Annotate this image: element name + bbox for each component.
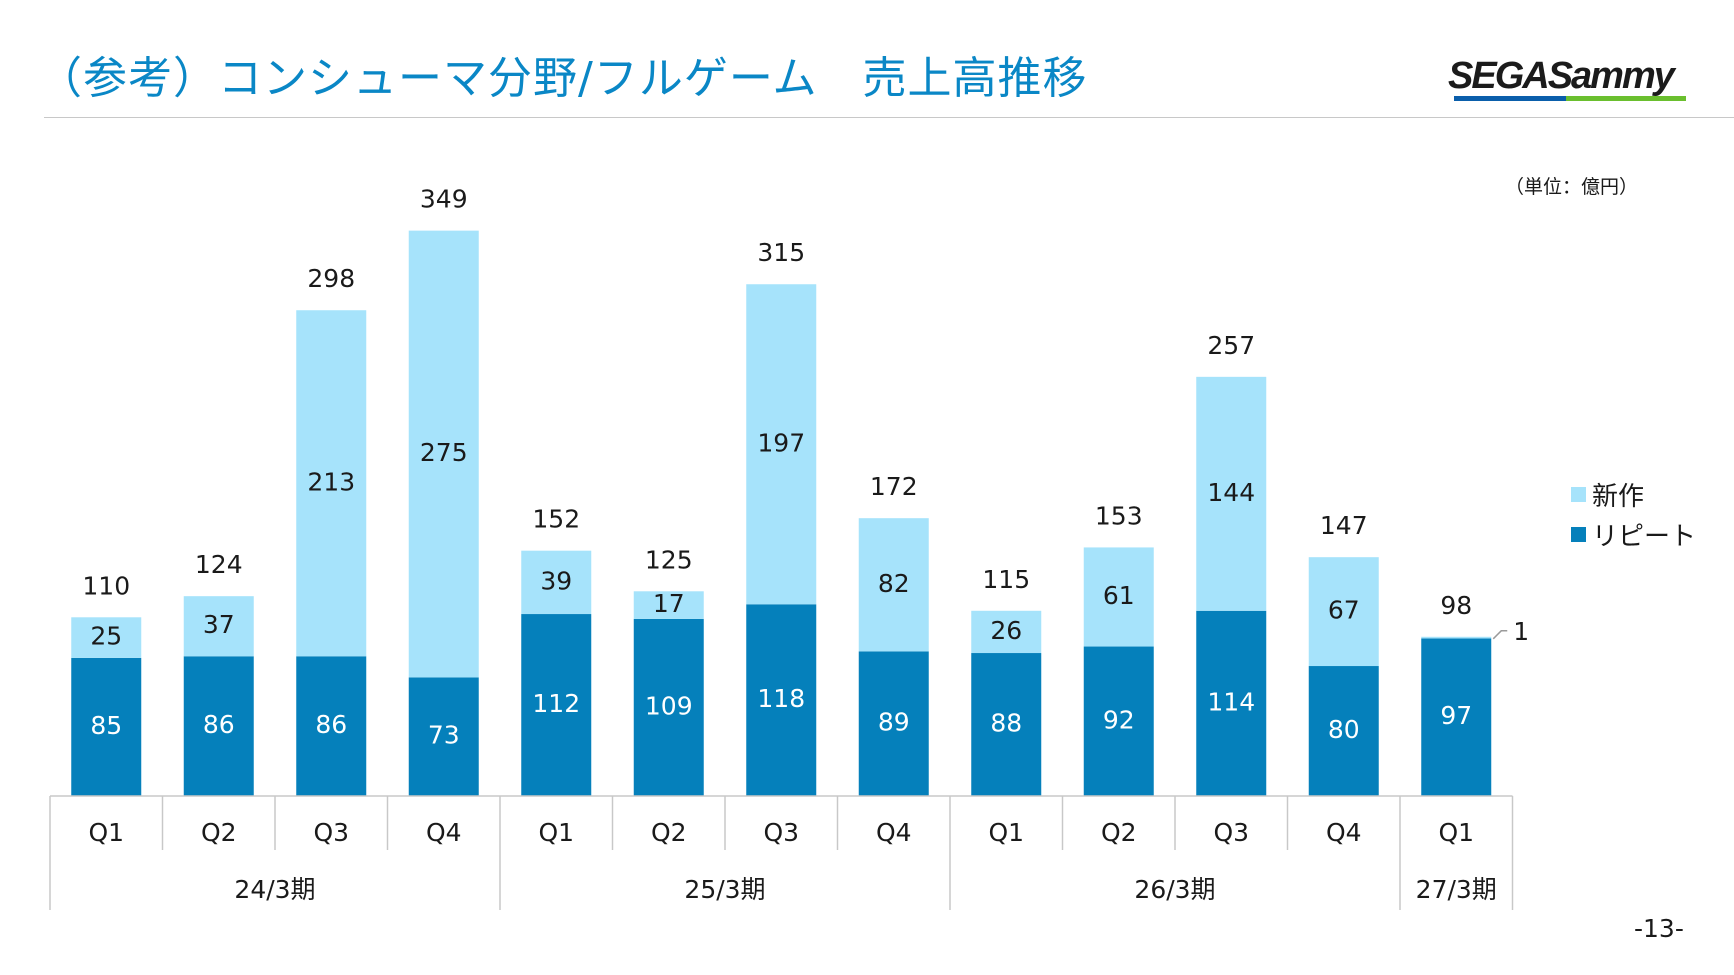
bar-repeat-11 (1196, 610, 1267, 796)
bar-repeat-5 (521, 614, 592, 796)
bar-repeat-4 (408, 677, 479, 796)
label-repeat-8: 89 (878, 708, 910, 737)
tick-label-2: Q2 (201, 818, 237, 847)
bar-new-13 (1421, 636, 1492, 639)
leader-line-new-13 (1492, 630, 1508, 640)
bar-repeat-12 (1308, 666, 1379, 796)
bar-repeat-10 (1083, 646, 1154, 796)
label-new-10: 61 (1103, 581, 1135, 610)
label-total-13: 98 (1440, 591, 1472, 620)
label-total-1: 110 (82, 571, 130, 600)
chart-legend: 新作 リピート (1571, 474, 1696, 554)
group-label-2: 25/3期 (684, 875, 765, 904)
label-new-6: 17 (653, 589, 685, 618)
unit-label: （単位：億円） (1505, 176, 1639, 198)
label-new-5: 39 (540, 566, 572, 595)
label-new-1: 25 (90, 622, 122, 651)
bar-repeat-2 (183, 656, 254, 796)
label-total-11: 257 (1207, 331, 1255, 360)
label-new-4: 275 (420, 438, 468, 467)
legend-item-repeat: リピート (1571, 514, 1696, 554)
bar-new-9 (971, 610, 1042, 654)
label-repeat-9: 88 (990, 709, 1022, 738)
label-repeat-4: 73 (428, 721, 460, 750)
bar-new-3 (296, 310, 367, 657)
label-new-12: 67 (1328, 596, 1360, 625)
label-new-13: 1 (1513, 617, 1529, 646)
label-repeat-1: 85 (90, 711, 122, 740)
legend-label-new: 新作 (1592, 481, 1645, 512)
title-divider (44, 117, 1734, 118)
tick-label-1: Q1 (88, 818, 124, 847)
bar-new-8 (858, 518, 929, 652)
label-total-4: 349 (420, 185, 468, 214)
label-repeat-2: 86 (203, 710, 235, 739)
label-repeat-12: 80 (1328, 715, 1360, 744)
label-new-11: 144 (1207, 478, 1255, 507)
logo-green-bar (1566, 96, 1686, 101)
label-total-6: 125 (645, 545, 693, 574)
tick-label-8: Q4 (876, 818, 912, 847)
label-repeat-5: 112 (532, 689, 580, 718)
label-total-12: 147 (1320, 511, 1368, 540)
bar-repeat-13 (1421, 638, 1492, 796)
legend-swatch-new (1571, 486, 1586, 502)
label-total-9: 115 (982, 565, 1030, 594)
group-label-3: 26/3期 (1134, 875, 1215, 904)
label-repeat-6: 109 (645, 691, 693, 720)
label-repeat-3: 86 (315, 710, 347, 739)
label-total-10: 153 (1095, 501, 1143, 530)
bar-repeat-7 (746, 604, 817, 796)
bar-new-10 (1083, 547, 1154, 647)
logo-wordmark: SEGASammy (1448, 55, 1675, 97)
tick-label-13: Q1 (1438, 818, 1474, 847)
tick-label-9: Q1 (988, 818, 1024, 847)
label-new-2: 37 (203, 610, 235, 639)
bar-new-6 (633, 591, 704, 619)
tick-label-6: Q2 (651, 818, 687, 847)
label-total-5: 152 (532, 505, 580, 534)
tick-label-10: Q2 (1101, 818, 1137, 847)
label-repeat-11: 114 (1207, 687, 1255, 716)
label-new-3: 213 (307, 467, 355, 496)
tick-label-12: Q4 (1326, 818, 1362, 847)
label-total-8: 172 (870, 472, 918, 501)
group-label-1: 24/3期 (234, 875, 315, 904)
label-new-8: 82 (878, 569, 910, 598)
bar-repeat-6 (633, 618, 704, 796)
label-repeat-13: 97 (1440, 701, 1472, 730)
company-logo: SEGASammy (1448, 56, 1692, 102)
legend-item-new: 新作 (1571, 474, 1696, 514)
bar-new-11 (1196, 376, 1267, 611)
bar-new-2 (183, 596, 254, 657)
bar-repeat-9 (971, 653, 1042, 796)
bar-repeat-8 (858, 651, 929, 796)
label-new-9: 26 (990, 616, 1022, 645)
tick-label-11: Q3 (1213, 818, 1249, 847)
bar-new-7 (746, 284, 817, 605)
legend-swatch-repeat (1571, 526, 1586, 542)
label-total-3: 298 (307, 264, 355, 293)
label-repeat-10: 92 (1103, 705, 1135, 734)
legend-label-repeat: リピート (1592, 521, 1697, 552)
group-label-4: 27/3期 (1416, 875, 1497, 904)
label-total-2: 124 (195, 550, 243, 579)
page-title: （参考）コンシューマ分野/フルゲーム 売上高推移 (38, 53, 1088, 104)
bar-repeat-3 (296, 656, 367, 796)
bar-new-12 (1308, 557, 1379, 667)
bar-repeat-1 (71, 657, 142, 796)
label-total-7: 315 (757, 238, 805, 267)
tick-label-7: Q3 (763, 818, 799, 847)
bar-new-5 (521, 550, 592, 615)
logo-blue-bar (1454, 96, 1566, 101)
page-number: -13- (1634, 914, 1684, 943)
label-new-7: 197 (757, 428, 805, 457)
bar-new-4 (408, 230, 479, 678)
tick-label-4: Q4 (426, 818, 462, 847)
label-repeat-7: 118 (757, 684, 805, 713)
tick-label-5: Q1 (538, 818, 574, 847)
tick-label-3: Q3 (313, 818, 349, 847)
bar-new-1 (71, 617, 142, 658)
